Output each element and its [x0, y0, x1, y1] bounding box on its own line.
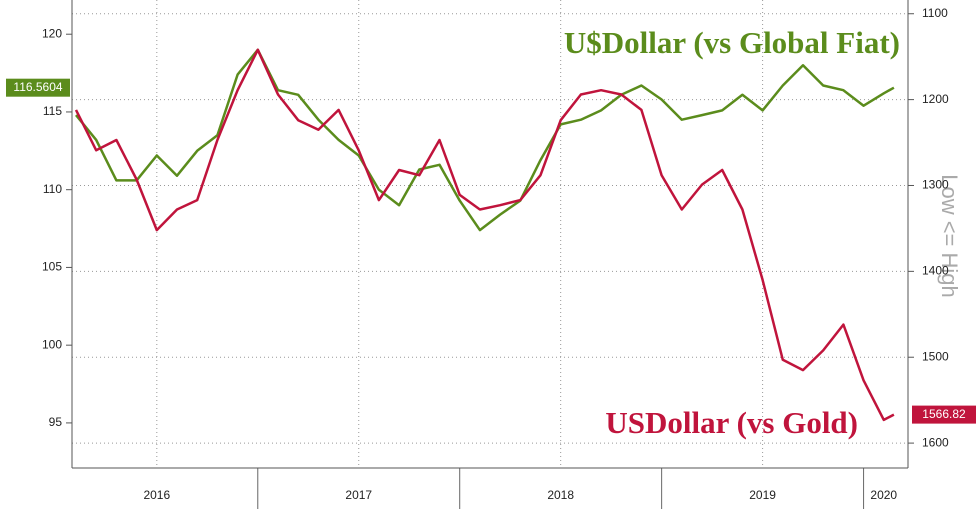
y-tick-label: 95: [49, 415, 63, 429]
last-value-label: 1566.82: [922, 407, 966, 421]
x-tick-label: 2020: [870, 488, 897, 502]
series-label: USDollar (vs Gold): [605, 405, 858, 440]
y2-tick-label: 1300: [922, 178, 949, 192]
y2-tick-label: 1200: [922, 92, 949, 106]
y-tick-label: 110: [43, 182, 62, 196]
last-value-label: 116.5604: [13, 80, 62, 94]
series-line: [75, 48, 895, 232]
y-tick-label: 105: [42, 260, 62, 274]
last-value-box: [912, 405, 976, 424]
x-tick-label: 2016: [143, 488, 170, 502]
y2-tick-label: 1100: [922, 6, 948, 20]
y2-axis-title: Low <= High: [937, 174, 962, 298]
x-tick-label: 2019: [749, 488, 776, 502]
series-label: U$Dollar (vs Global Fiat): [564, 25, 900, 60]
y-tick-label: 100: [42, 337, 62, 351]
y2-tick-label: 1500: [922, 349, 949, 363]
last-value-box: [6, 78, 70, 97]
y-tick-label: 120: [42, 26, 62, 40]
y-tick-label: 115: [43, 104, 62, 118]
plot: 2016 2017 2018 2019 2020 95 100 105 110 115 120 110…: [6, 0, 976, 509]
y2-tick-label: 1600: [922, 435, 949, 449]
x-tick-label: 2018: [547, 488, 574, 502]
x-tick-label: 2017: [345, 488, 372, 502]
series-line: [74, 48, 895, 422]
y2-tick-label: 1400: [922, 264, 949, 278]
